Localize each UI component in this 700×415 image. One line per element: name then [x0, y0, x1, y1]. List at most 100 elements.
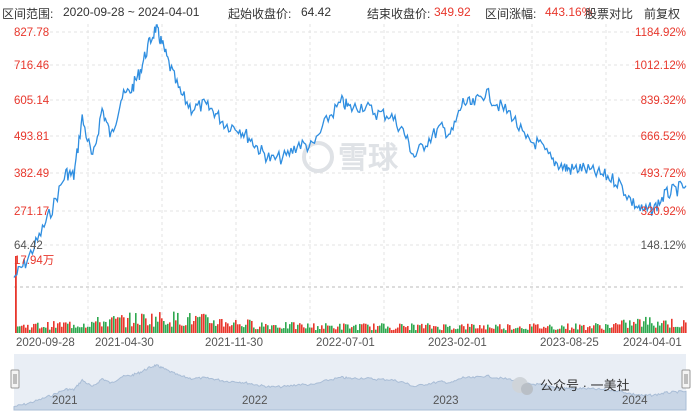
- volume-bar: [229, 326, 231, 333]
- volume-bar: [27, 324, 29, 333]
- volume-bar: [447, 326, 449, 333]
- volume-bar: [545, 327, 547, 333]
- volume-bar: [299, 323, 301, 333]
- volume-bar: [433, 326, 435, 333]
- y-left-tick: 605.14: [14, 95, 50, 107]
- volume-bar: [147, 325, 149, 333]
- volume-bar: [259, 326, 261, 333]
- volume-bar: [175, 320, 177, 333]
- volume-bar: [217, 324, 219, 333]
- volume-bar: [343, 323, 345, 333]
- volume-bar: [571, 327, 573, 333]
- volume-bar: [45, 327, 47, 333]
- volume-bar: [191, 324, 193, 333]
- volume-bar: [379, 325, 381, 333]
- volume-bar: [253, 327, 255, 333]
- right-axis: 1184.92% 1012.12% 839.32% 666.52% 493.72…: [634, 27, 686, 252]
- volume-bar: [91, 321, 93, 333]
- volume-bar: [441, 330, 443, 333]
- volume-bar: [355, 324, 357, 333]
- volume-bar: [653, 325, 655, 333]
- volume-bar: [17, 326, 19, 333]
- volume-bar: [639, 319, 641, 333]
- volume-bar: [463, 326, 465, 333]
- y-right-tick: 666.52%: [641, 131, 686, 143]
- volume-bar: [121, 315, 123, 333]
- range-navigator[interactable]: 2021 2022 2023 2024: [10, 354, 691, 411]
- volume-bar: [665, 320, 667, 333]
- volume-bar: [555, 329, 557, 333]
- volume-bar: [375, 329, 377, 333]
- volume-bar: [131, 326, 133, 333]
- volume-bar: [265, 323, 267, 333]
- volume-bar: [69, 321, 71, 333]
- volume-bar: [431, 328, 433, 333]
- volume-bar: [149, 324, 151, 333]
- volume-bar: [391, 330, 393, 333]
- volume-bar: [497, 326, 499, 333]
- volume-bar: [425, 324, 427, 333]
- volume-bar: [661, 323, 663, 333]
- volume-bar: [641, 326, 643, 333]
- volume-bar: [671, 318, 673, 333]
- forward-adjust-button[interactable]: 前复权: [644, 7, 681, 21]
- y-left-tick: 271.17: [14, 206, 49, 218]
- volume-bar: [677, 326, 679, 333]
- volume-bar: [347, 324, 349, 333]
- volume-bar: [413, 324, 415, 333]
- volume-bar: [673, 327, 675, 333]
- stock-compare-button[interactable]: 股票对比: [585, 7, 634, 21]
- volume-bar: [655, 327, 657, 333]
- volume-bar: [287, 328, 289, 333]
- volume-bar: [101, 326, 103, 333]
- volume-bar: [151, 313, 153, 333]
- y-left-tick: 827.78: [14, 27, 49, 39]
- volume-bar: [611, 327, 613, 333]
- volume-bar: [613, 324, 615, 333]
- volume-bar: [601, 328, 603, 333]
- volume-bar: [583, 324, 585, 333]
- volume-bar: [369, 326, 371, 333]
- volume-bar: [205, 314, 207, 333]
- volume-bar: [589, 326, 591, 333]
- volume-bar: [365, 323, 367, 333]
- x-tick: 2023-08-25: [540, 337, 599, 349]
- left-axis: 827.78 716.46 605.14 493.81 382.49 271.1…: [14, 27, 54, 267]
- volume-bar: [339, 323, 341, 333]
- volume-bar: [605, 324, 607, 333]
- volume-bar: [637, 318, 639, 333]
- navigator-handle-left[interactable]: [10, 369, 20, 389]
- volume-bar: [381, 323, 383, 333]
- volume-bar: [181, 325, 183, 333]
- volume-bar: [159, 312, 161, 333]
- volume-bar: [119, 317, 121, 333]
- volume-bar: [319, 329, 321, 333]
- volume-bar: [351, 327, 353, 333]
- navigator-handle-right[interactable]: [681, 369, 691, 389]
- volume-bar: [585, 330, 587, 333]
- volume-bar: [189, 313, 191, 333]
- volume-bar: [329, 325, 331, 333]
- volume-bar: [623, 319, 625, 333]
- volume-bar: [587, 327, 589, 333]
- volume-bar: [407, 326, 409, 333]
- volume-bar: [85, 327, 87, 333]
- y-left-tick: 64.42: [14, 240, 43, 252]
- volume-bar: [457, 328, 459, 333]
- volume-bar: [185, 325, 187, 333]
- volume-bar: [625, 322, 627, 333]
- volume-bar: [317, 326, 319, 333]
- volume-bar: [241, 326, 243, 333]
- volume-bar: [337, 326, 339, 333]
- volume-bar: [219, 319, 221, 333]
- volume-bar: [49, 329, 51, 333]
- end-price-value: 349.92: [434, 5, 471, 19]
- volume-bar: [427, 323, 429, 333]
- volume-bar: [125, 327, 127, 333]
- volume-bar: [533, 323, 535, 333]
- volume-bar: [675, 326, 677, 333]
- volume-bar: [25, 327, 27, 333]
- volume-bar: [63, 322, 65, 333]
- volume-bar: [363, 323, 365, 333]
